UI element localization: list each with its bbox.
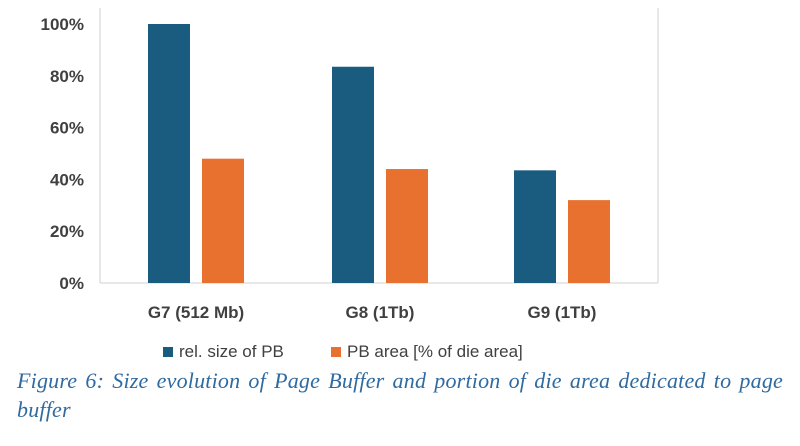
bar-rel-size-pb-3 — [514, 170, 556, 283]
bar-pb-area-2 — [386, 169, 428, 283]
y-tick-label: 0% — [59, 274, 84, 293]
y-tick-label: 60% — [50, 119, 84, 138]
bar-rel-size-pb-2 — [332, 66, 374, 283]
legend-label: PB area [% of die area] — [347, 342, 523, 361]
y-tick-label: 40% — [50, 170, 84, 189]
legend-swatch — [163, 347, 173, 357]
y-tick-label: 80% — [50, 67, 84, 86]
bars — [148, 24, 610, 283]
x-category-label: G7 (512 Mb) — [148, 303, 244, 322]
legend: rel. size of PB PB area [% of die area] — [163, 342, 523, 361]
legend-label: rel. size of PB — [179, 342, 284, 361]
legend-swatch — [331, 347, 341, 357]
bar-chart: 0% 20% 40% 60% 80% 100% G7 (512 Mb) G8 (1Tb) G9… — [41, 8, 659, 361]
x-category-label: G8 (1Tb) — [346, 303, 415, 322]
x-axis-categories: G7 (512 Mb) G8 (1Tb) G9 (1Tb) — [148, 303, 597, 322]
figure-caption: Figure 6: Size evolution of Page Buffer … — [17, 368, 783, 422]
bar-pb-area-1 — [202, 158, 244, 283]
y-axis-ticks: 0% 20% 40% 60% 80% 100% — [41, 15, 84, 293]
x-category-label: G9 (1Tb) — [528, 303, 597, 322]
y-tick-label: 100% — [41, 15, 84, 34]
y-tick-label: 20% — [50, 222, 84, 241]
bar-rel-size-pb-1 — [148, 24, 190, 283]
bar-pb-area-3 — [568, 200, 610, 283]
